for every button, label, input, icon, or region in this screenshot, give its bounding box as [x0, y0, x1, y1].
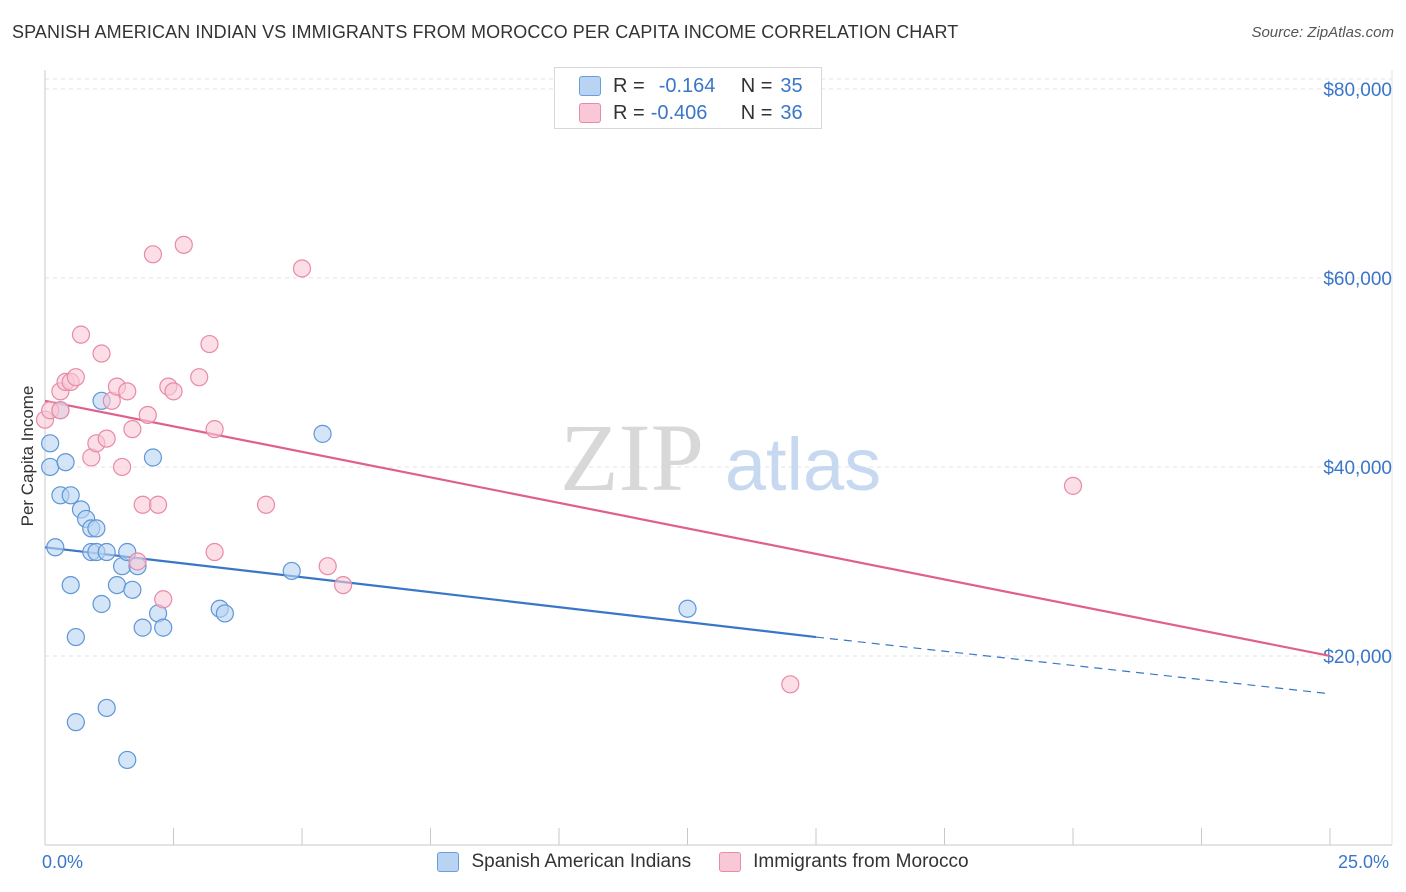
n-value: 36 [780, 101, 803, 124]
y-tick-labels: $20,000 $40,000 $60,000 $80,000 [1323, 80, 1392, 668]
y-tick-label: $40,000 [1323, 458, 1392, 479]
blue-swatch [437, 852, 460, 872]
legend-row-blue: R = -0.164 N = 35 [579, 73, 803, 99]
legend-row-pink: R = -0.406 N = 36 [579, 100, 803, 126]
y-tick-label: $60,000 [1323, 269, 1392, 290]
point-immigrants-from-morocco [205, 420, 224, 439]
point-immigrants-from-morocco [200, 334, 219, 354]
y-tick-label: $80,000 [1323, 80, 1392, 101]
point-immigrants-from-morocco [66, 368, 85, 387]
point-spanish-american-indians [61, 575, 80, 595]
point-spanish-american-indians [41, 457, 60, 477]
point-immigrants-from-morocco [143, 245, 163, 264]
point-spanish-american-indians [107, 575, 127, 595]
legend-label: Spanish American Indians [471, 851, 692, 872]
point-spanish-american-indians [118, 750, 137, 770]
x-tick-label-max: 25.0% [1338, 852, 1390, 872]
n-label: N = [740, 74, 773, 97]
watermark-zip: ZIP [560, 404, 704, 511]
r-value: -0.164 [658, 74, 716, 97]
pink-swatch [579, 103, 601, 123]
blue-swatch [579, 76, 601, 96]
point-spanish-american-indians [97, 542, 116, 562]
trend-line-blue [44, 546, 817, 639]
watermark-atlas: atlas [725, 423, 881, 506]
point-immigrants-from-morocco [138, 405, 157, 425]
legend-label: Immigrants from Morocco [753, 851, 969, 872]
point-immigrants-from-morocco [97, 429, 116, 448]
gridlines [45, 70, 1393, 845]
correlation-legend: R = -0.164 N = 35 R = -0.406 N = 36 [554, 67, 822, 129]
data-points [35, 235, 1083, 770]
r-value: -0.406 [650, 101, 708, 124]
point-spanish-american-indians [56, 453, 75, 472]
trend-line-blue-extension [815, 636, 1331, 695]
x-tick-label-min: 0.0% [42, 852, 84, 872]
point-spanish-american-indians [97, 698, 116, 718]
watermark: ZIP atlas [560, 404, 881, 511]
point-immigrants-from-morocco [154, 590, 173, 609]
point-spanish-american-indians [66, 713, 85, 732]
point-spanish-american-indians [678, 599, 697, 618]
point-immigrants-from-morocco [1063, 476, 1083, 495]
legend-item-spanish-american-indians: Spanish American Indians [437, 851, 691, 873]
point-spanish-american-indians [133, 618, 152, 637]
point-immigrants-from-morocco [164, 382, 183, 401]
point-spanish-american-indians [61, 486, 80, 505]
chart-title: SPANISH AMERICAN INDIAN VS IMMIGRANTS FR… [12, 22, 959, 42]
point-immigrants-from-morocco [112, 457, 132, 477]
point-spanish-american-indians [41, 434, 60, 453]
point-spanish-american-indians [92, 594, 111, 614]
point-immigrants-from-morocco [92, 344, 111, 363]
point-spanish-american-indians [87, 519, 106, 538]
point-spanish-american-indians [46, 538, 65, 557]
point-spanish-american-indians [143, 448, 163, 467]
point-immigrants-from-morocco [148, 495, 168, 514]
point-immigrants-from-morocco [133, 495, 152, 514]
point-immigrants-from-morocco [71, 325, 91, 344]
point-spanish-american-indians [123, 580, 142, 599]
point-immigrants-from-morocco [781, 675, 800, 694]
point-immigrants-from-morocco [334, 575, 353, 595]
point-immigrants-from-morocco [292, 259, 312, 278]
axes [44, 70, 1392, 846]
point-spanish-american-indians [313, 424, 332, 443]
point-immigrants-from-morocco [128, 552, 147, 571]
legend-item-immigrants-from-morocco: Immigrants from Morocco [719, 851, 969, 873]
point-immigrants-from-morocco [174, 235, 193, 254]
point-immigrants-from-morocco [190, 368, 209, 387]
point-immigrants-from-morocco [205, 542, 224, 562]
y-tick-label: $20,000 [1323, 647, 1392, 668]
point-spanish-american-indians [282, 561, 301, 581]
point-spanish-american-indians [66, 627, 85, 647]
point-immigrants-from-morocco [256, 495, 276, 514]
n-label: N = [740, 101, 773, 124]
r-label: R = [613, 101, 645, 124]
point-immigrants-from-morocco [123, 420, 142, 439]
point-spanish-american-indians [215, 604, 234, 623]
point-immigrants-from-morocco [51, 401, 70, 420]
r-label: R = [613, 74, 645, 97]
point-immigrants-from-morocco [118, 382, 137, 401]
trend-lines [44, 399, 1331, 695]
point-spanish-american-indians [154, 618, 173, 637]
y-axis-label: Per Capita Income [18, 385, 37, 527]
n-value: 35 [780, 74, 803, 97]
source-label: Source: ZipAtlas.com [1251, 24, 1394, 41]
series-legend: Spanish American Indians Immigrants from… [0, 851, 1406, 873]
pink-swatch [719, 852, 742, 872]
point-immigrants-from-morocco [318, 557, 337, 576]
trend-line-pink [44, 399, 1331, 658]
